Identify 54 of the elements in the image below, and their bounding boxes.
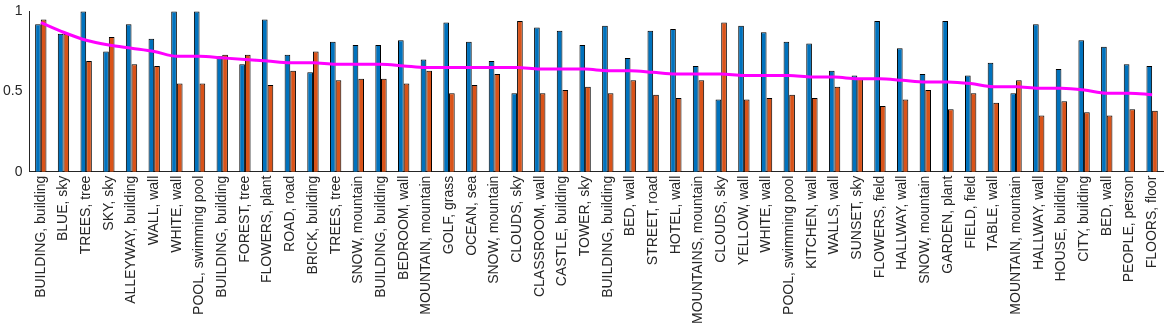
x-tick-label: BRICK, building — [303, 175, 320, 275]
x-tick-label: BED, wall — [1097, 175, 1114, 237]
x-tick-label: CASTLE, building — [553, 175, 570, 287]
x-tick-label: FIELD, field — [961, 175, 978, 249]
x-tick-label: KITCHEN, wall — [802, 175, 819, 270]
x-tick-label: CLOUDS, sky — [507, 175, 524, 263]
x-tick-label: WHITE, wall — [167, 175, 184, 253]
x-tick-label: STREET, road — [644, 175, 661, 266]
x-tick-label: WHITE, wall — [757, 175, 774, 253]
x-tick-label: SNOW, mountain — [485, 175, 502, 284]
x-tick-label: GARDEN, plant — [938, 175, 955, 274]
x-tick-label: TREES, tree — [77, 175, 94, 255]
line-series — [39, 21, 1154, 97]
x-tick-label: YELLOW, wall — [734, 175, 751, 266]
x-tick-label: BUILDING, building — [598, 175, 615, 298]
x-tick-label: WALL, wall — [145, 175, 162, 246]
x-tick-label: BUILDING, building — [31, 175, 48, 298]
x-tick-label: TOWER, sky — [575, 175, 592, 257]
x-tick-label: WALLS, wall — [825, 175, 842, 255]
x-tick-label: FLOORS, floor — [1142, 175, 1159, 269]
x-tick-label: HALLWAY, wall — [893, 175, 910, 271]
x-tick-label: ALLEYWAY, building — [122, 175, 139, 304]
x-tick-label: HOTEL, wall — [666, 175, 683, 255]
x-tick-label: HOUSE, building — [1052, 175, 1069, 282]
x-tick-label: SUNSET, sky — [848, 175, 865, 260]
x-tick-label: MOUNTAIN, mountain — [417, 175, 434, 315]
x-tick-label: POOL, swimming pool — [780, 175, 797, 315]
x-tick-label: FLOWERS, field — [870, 175, 887, 279]
x-tick-label: CITY, building — [1074, 175, 1091, 262]
y-tick-label: 0.5 — [2, 82, 23, 99]
x-tick-label: OCEAN, sea — [462, 175, 479, 256]
x-tick-label: TABLE, wall — [984, 175, 1001, 251]
x-tick-label: MOUNTAIN, mountain — [1006, 175, 1023, 315]
y-tick-label: 0 — [14, 162, 23, 179]
x-tick-label: HALLWAY, wall — [1029, 175, 1046, 271]
x-tick-label: TREES, tree — [326, 175, 343, 255]
x-tick-label: BLUE, sky — [54, 175, 71, 242]
x-tick-label: SNOW, mountain — [916, 175, 933, 284]
x-tick-label: MOUNTAINS, mountain — [689, 175, 706, 325]
x-tick-label: CLASSROOM, wall — [530, 175, 547, 298]
x-tick-label: FLOWERS, plant — [258, 175, 275, 284]
x-tick-label: POOL, swimming pool — [190, 175, 207, 315]
x-tick-label: FOREST, tree — [235, 175, 252, 263]
x-tick-label: CLOUDS, sky — [712, 175, 729, 263]
x-tick-label: SNOW, mountain — [349, 175, 366, 284]
x-tick-label: SKY, sky — [99, 175, 116, 231]
x-tick-label: ROAD, road — [281, 175, 298, 252]
x-tick-label: BED, wall — [621, 175, 638, 237]
x-tick-label: BUILDING, building — [213, 175, 230, 298]
x-tick-label: BEDROOM, wall — [394, 175, 411, 280]
x-tick-label: BUILDING, building — [371, 175, 388, 298]
y-tick-label: 1 — [14, 2, 23, 19]
x-tick-label: PEOPLE, person — [1120, 175, 1137, 283]
x-tick-label: GOLF, grass — [439, 175, 456, 255]
